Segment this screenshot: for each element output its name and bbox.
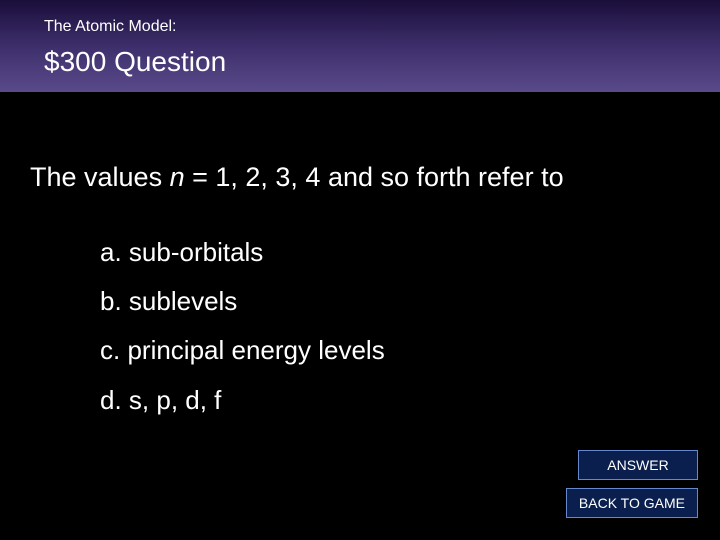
option-a: a. sub-orbitals <box>100 237 690 268</box>
header-bar: The Atomic Model: $300 Question <box>0 0 720 92</box>
question-text: The values n = 1, 2, 3, 4 and so forth r… <box>30 160 690 195</box>
question-prefix: The values <box>30 162 170 192</box>
answer-button[interactable]: ANSWER <box>578 450 698 480</box>
price-question-label: $300 Question <box>44 46 720 78</box>
category-label: The Atomic Model: <box>44 18 720 36</box>
back-to-game-button[interactable]: BACK TO GAME <box>566 488 698 518</box>
option-c: c. principal energy levels <box>100 335 690 366</box>
options-list: a. sub-orbitals b. sublevels c. principa… <box>100 237 690 416</box>
question-area: The values n = 1, 2, 3, 4 and so forth r… <box>30 160 690 434</box>
option-d: d. s, p, d, f <box>100 385 690 416</box>
button-group: ANSWER BACK TO GAME <box>566 450 698 518</box>
question-suffix: = 1, 2, 3, 4 and so forth refer to <box>185 162 564 192</box>
option-b: b. sublevels <box>100 286 690 317</box>
question-variable: n <box>170 162 185 192</box>
